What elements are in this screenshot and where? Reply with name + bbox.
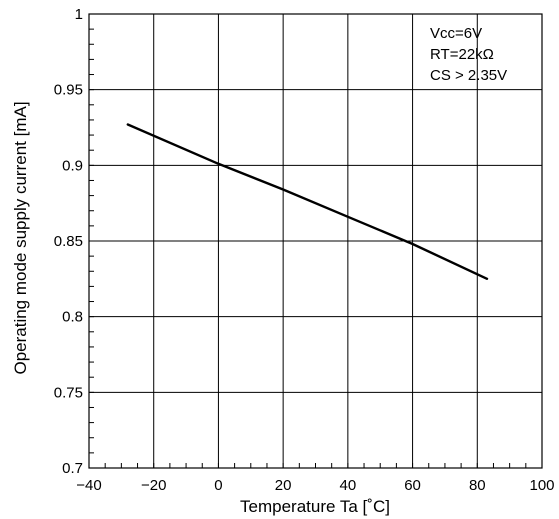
- annotation-vcc: Vcc=6V: [430, 25, 482, 42]
- y-tick-label: 0.75: [54, 384, 83, 401]
- x-tick-label: 80: [469, 477, 486, 494]
- y-tick-label: 1: [75, 6, 83, 23]
- series-line: [126, 123, 489, 280]
- x-tick-labels: −40 −20 0 20 40 60 80 100: [76, 477, 554, 494]
- x-tick-label: −40: [76, 477, 101, 494]
- x-tick-label: −20: [141, 477, 166, 494]
- y-tick-label: 0.85: [54, 233, 83, 250]
- annotation-cs: CS > 2.35V: [430, 67, 507, 84]
- x-tick-label: 20: [275, 477, 292, 494]
- x-tick-label: 40: [340, 477, 357, 494]
- annotation-rt: RT=22kΩ: [430, 46, 494, 63]
- y-tick-label: 0.9: [62, 157, 83, 174]
- y-tick-label: 0.8: [62, 309, 83, 326]
- y-tick-label: 0.95: [54, 82, 83, 99]
- grid: [88, 13, 543, 469]
- y-tick-label: 0.7: [62, 460, 83, 477]
- x-axis-label: Temperature Ta [˚C]: [240, 497, 390, 516]
- conditions-annotation: Vcc=6V RT=22kΩ CS > 2.35V: [430, 25, 507, 84]
- plot-frame: [88, 13, 543, 469]
- series-layer: [126, 123, 489, 280]
- y-axis-label: Operating mode supply current [mA]: [11, 101, 30, 374]
- x-tick-label: 0: [214, 477, 222, 494]
- x-tick-label: 100: [529, 477, 554, 494]
- x-tick-label: 60: [404, 477, 421, 494]
- y-tick-labels: 0.7 0.75 0.8 0.85 0.9 0.95 1: [54, 6, 83, 477]
